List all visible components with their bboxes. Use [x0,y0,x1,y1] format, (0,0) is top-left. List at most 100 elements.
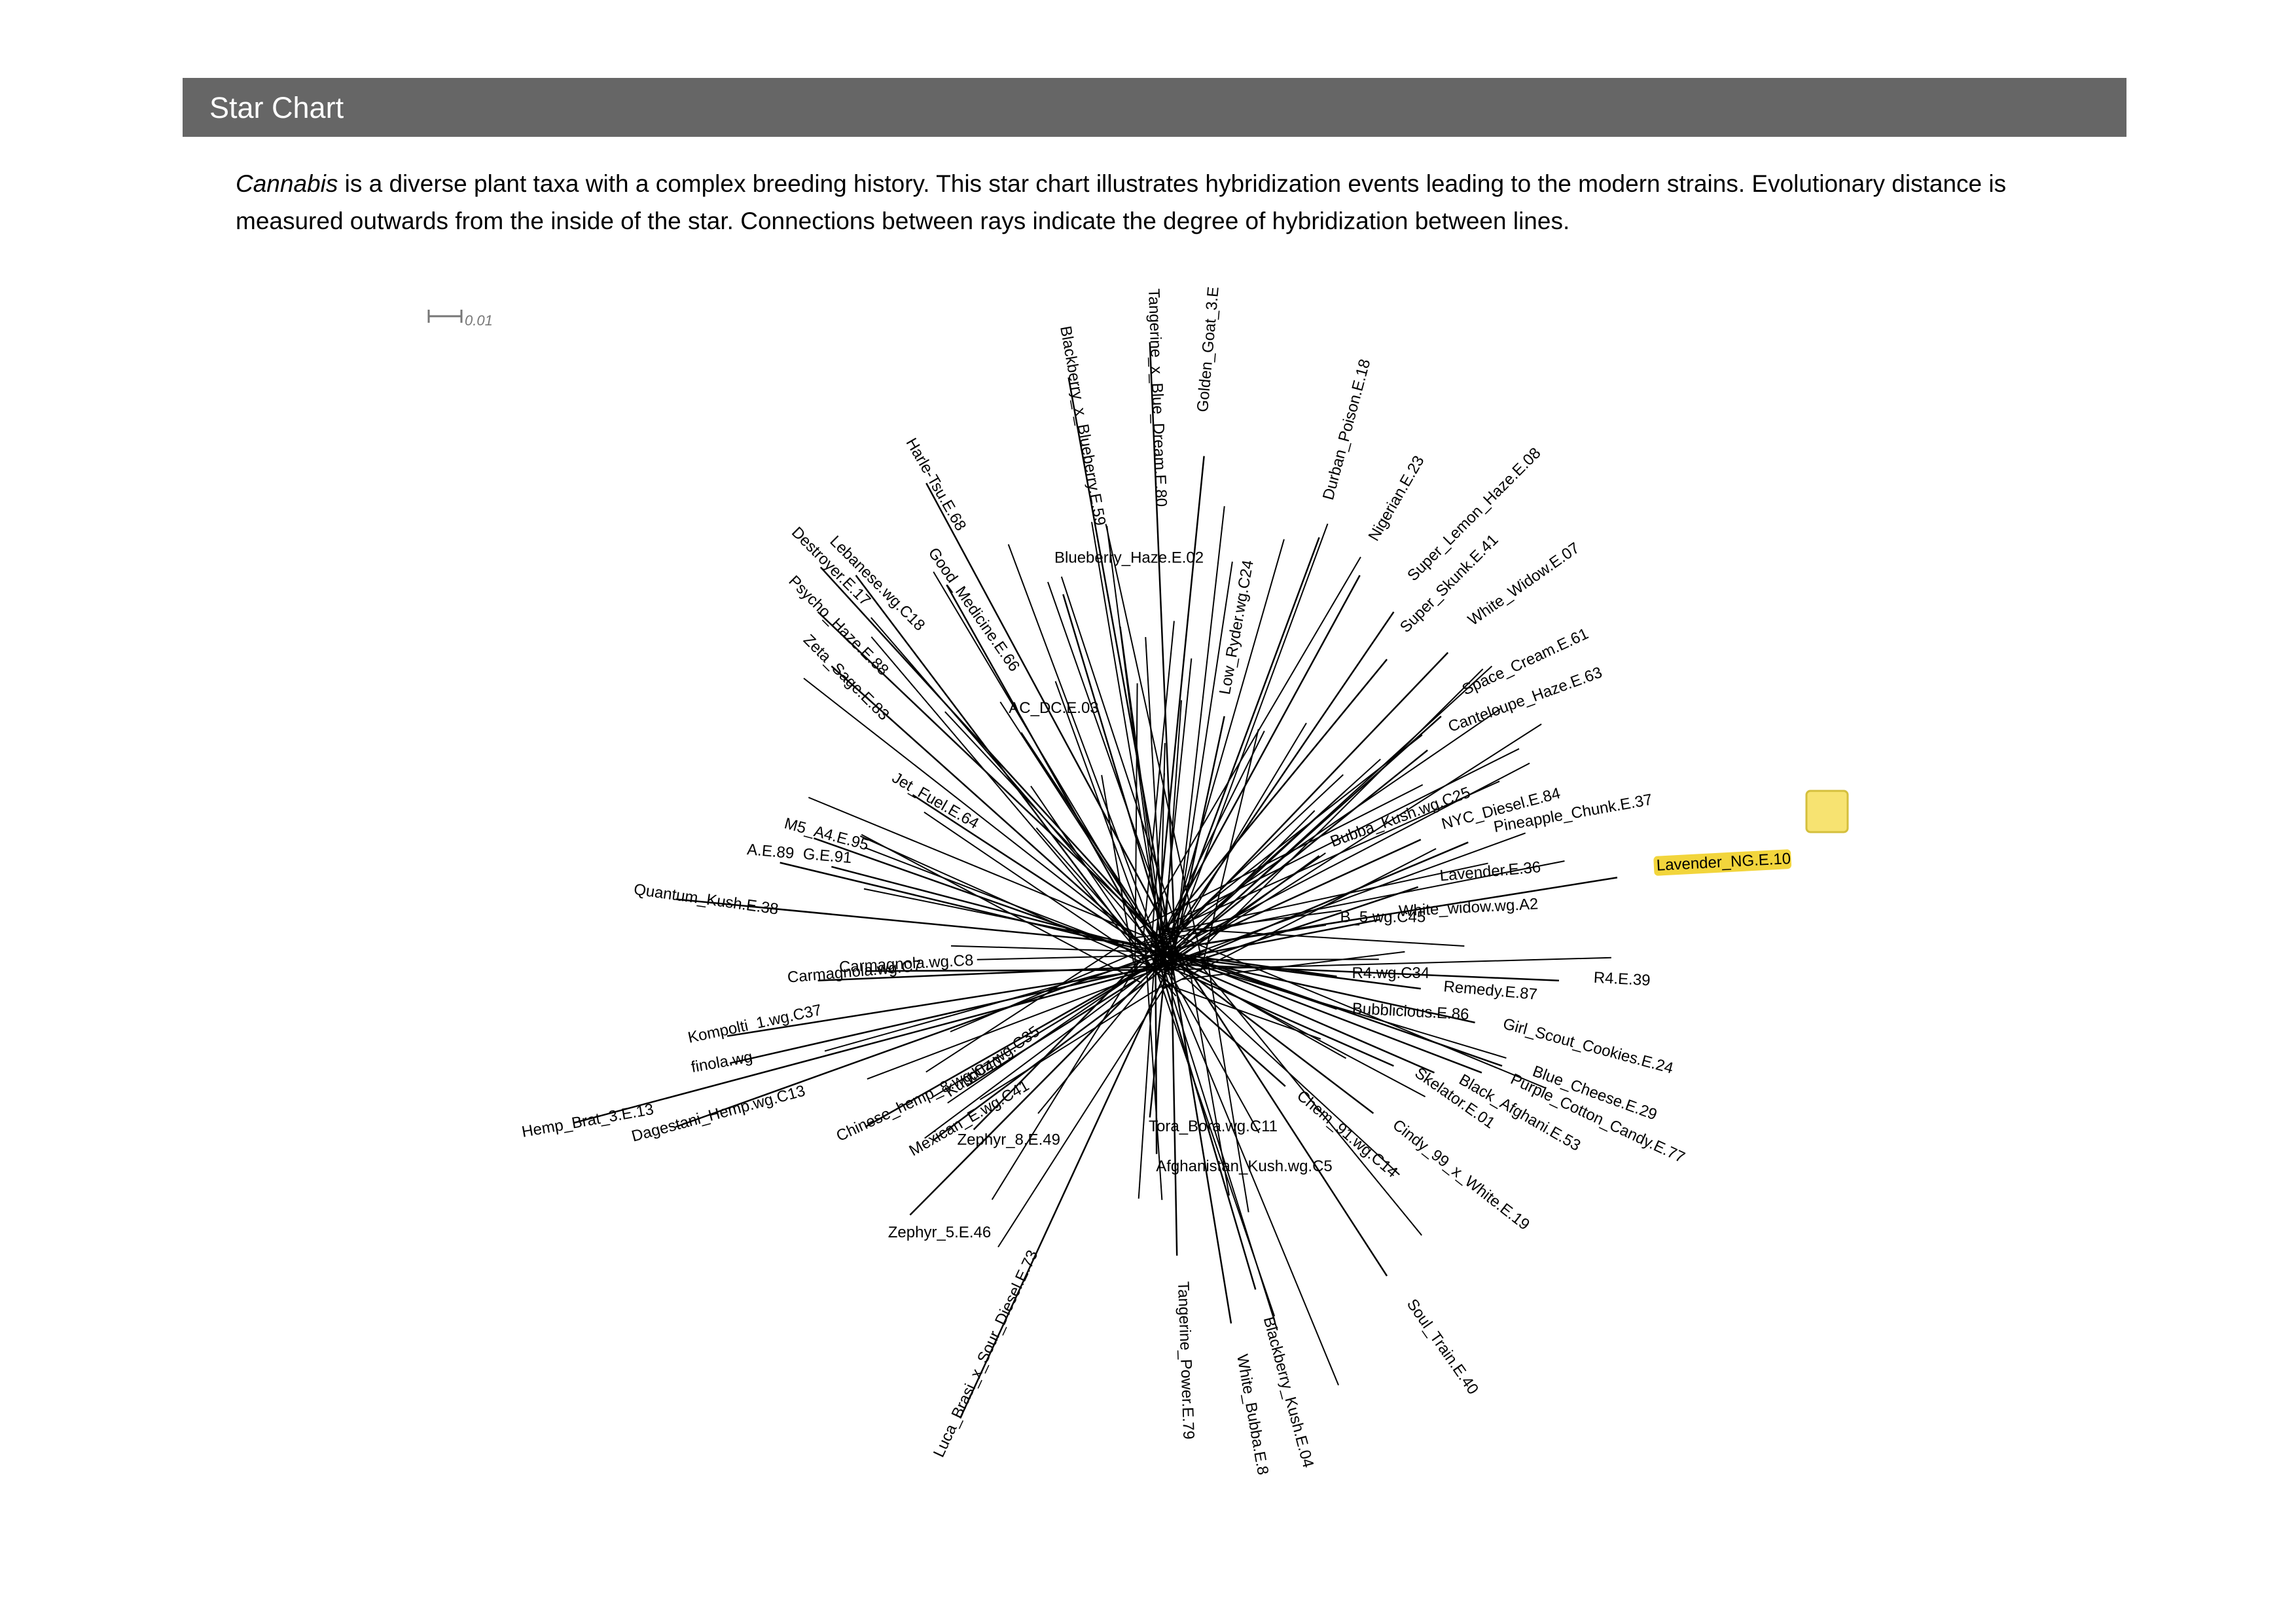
leaf-ray [1153,575,1361,954]
hybrid-ray [1134,683,1138,973]
hybrid-ray [1157,708,1501,945]
leaf-ray [831,866,1172,957]
leaf-label: Quantum_Kush.E.38 [633,881,780,919]
leaf-ray [1152,651,1449,962]
hybrid-ray [1168,862,1488,933]
leaf-ray [1020,732,1174,962]
leaf-label: Tangerine_Power.E.79 [1174,1281,1197,1440]
leaf-label: Afghanistan_Kush.wg.C5 [1156,1158,1333,1175]
hybrid-ray [1191,979,1230,1196]
hybrid-ray [1174,561,1233,943]
leaf-label: R4.E.39 [1593,969,1651,990]
header-bar: Star Chart [183,78,2126,137]
leaf-ray [946,584,1153,952]
leaf-ray [1168,951,1337,1010]
hybrid-ray [870,617,1165,958]
selection-handle[interactable] [1805,790,1849,833]
leaf-ray [925,483,1176,947]
header-title: Star Chart [209,91,344,124]
leaf-ray [573,966,1157,1124]
description-emphasis: Cannabis [236,170,338,197]
leaf-label: Blueberry_Haze.E.02 [1054,549,1204,567]
hybrid-ray [1162,957,1400,1176]
leaf-ray [1155,456,1205,945]
leaf-label: Girl_Scout_Cookies.E.24 [1501,1015,1675,1077]
leaf-ray [1151,659,1388,947]
leaf-label: A.E.89 [746,841,795,862]
hybrid-ray [1159,742,1166,943]
leaf-label: White_Bubba.E.8 [1233,1353,1272,1476]
leaf-ray [819,566,1170,949]
hybrid-ray [1145,556,1361,922]
leaf-ray [726,966,1164,1037]
leaf-label: Carmagnola.wg.C8 [838,951,974,976]
leaf-label: Remedy.E.87 [1443,977,1537,1003]
leaf-ray [1151,945,1482,1074]
leaf-ray [1166,841,1469,971]
scale-bar: 0.01 [427,310,493,329]
description: Cannabis is a diverse plant taxa with a … [236,165,2062,240]
leaf-label: Tangerine_x_Blue_Dream.E.80 [1145,288,1170,507]
leaf-ray [1149,965,1166,1118]
hybrid-ray [1171,506,1225,977]
hybrid-ray [977,954,1168,960]
leaf-ray [817,611,1174,951]
leaf-ray [932,963,1171,1141]
hybrid-ray [997,984,1167,1248]
leaf-label: Dagestani_Hemp.wg.C13 [630,1082,807,1146]
leaf-ray [1168,749,1428,958]
hybrid-ray [1168,832,1526,964]
leaf-label[interactable]: Lavender_NG.E.10 [1656,850,1791,875]
hybrid-ray [1152,934,1339,1386]
hybrid-ray [1060,576,1174,917]
leaf-ray [1067,377,1176,968]
hybrid-ray [947,964,1150,1104]
leaf-ray [1172,924,1327,950]
leaf-ray [817,964,1172,981]
leaf-ray [865,969,1170,972]
hybrid-ray [803,678,1170,964]
hybrid-ray [870,636,1177,997]
hybrid-ray [1168,927,1465,947]
hybrid-ray [1168,523,1329,955]
leaf-ray [1172,945,1388,1277]
leaf-ray [831,665,1170,969]
hybrid-ray [1156,926,1546,1089]
description-text: is a diverse plant taxa with a complex b… [236,170,2007,234]
leaf-label: Soul_Train.E.40 [1403,1296,1482,1398]
leaf-ray [1160,968,1257,1290]
leaf-ray [729,961,1174,1065]
hybrid-ray [1206,955,1249,1213]
hybrid-ray [950,945,1157,953]
leaf-ray [1170,886,1419,971]
leaf-label: Zephyr_5.E.46 [888,1224,991,1241]
hybrid-ray [1137,860,1565,945]
hybrid-ray [861,833,1142,984]
leaf-label: Blackberry_Kush.E.04 [1260,1315,1318,1469]
leaf-ray [959,949,1177,1419]
hybrid-ray [1138,953,1156,1199]
leaf-ray [1159,953,1435,1074]
hybrid-ray [1035,827,1134,939]
leaf-ray [1169,953,1232,1324]
scale-label: 0.01 [465,312,493,329]
hybrid-ray [925,942,1125,1073]
leaf-label: Durban_Poison.E.18 [1319,357,1374,502]
leaf-ray [1168,919,1380,961]
hybrid-ray [1152,960,1276,1317]
leaf-ray [814,837,1174,966]
leaf-ray [1149,965,1286,1087]
hybrid-ray [1047,581,1186,974]
hybrid-ray [1037,947,1175,1114]
leaf-label: B_5.wg.C45 [1340,909,1426,926]
leaf-ray [675,951,1163,1128]
leaf-ray [973,948,1152,1131]
leaf-ray [1168,952,1337,977]
hybrid-ray [1156,748,1520,931]
leaf-label: Zephyr_8.E.49 [958,1131,1060,1148]
hybrid-ray [1166,957,1347,1059]
hybrid-ray [1158,730,1265,942]
hybrid-ray [924,959,1164,1139]
